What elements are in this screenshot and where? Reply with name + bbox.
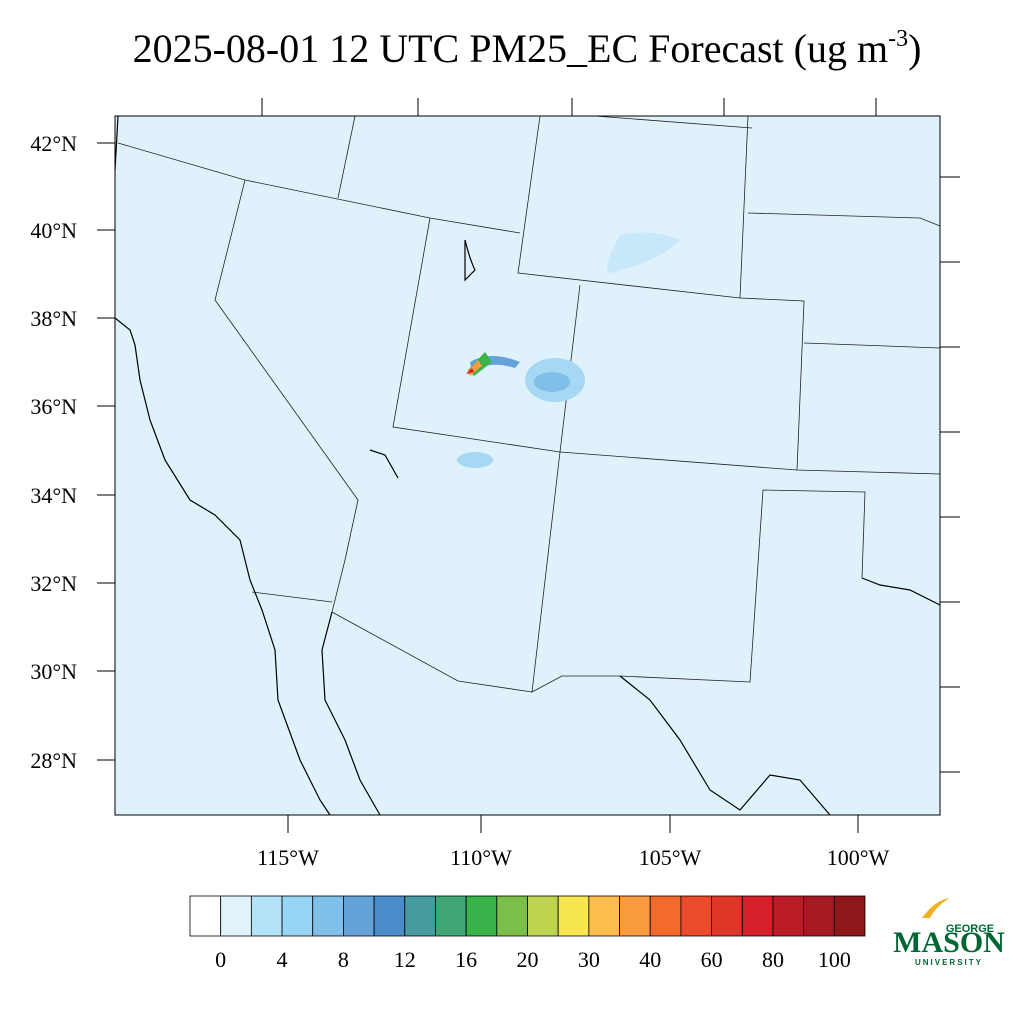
colorbar-box [343, 895, 375, 937]
lat-label: 28°N [30, 748, 77, 773]
colorbar-label: 12 [394, 947, 416, 972]
colorbar-box [373, 895, 406, 937]
colorbar-label: 40 [639, 947, 661, 972]
colorbar-box [680, 895, 712, 937]
colorbar-box [741, 895, 774, 937]
colorbar-box [189, 895, 222, 937]
colorbar-label: 20 [517, 947, 539, 972]
colorbar-box [833, 895, 866, 937]
title: 2025-08-01 12 UTC PM25_EC Forecast (ug m… [133, 26, 922, 71]
colorbar-label: 0 [215, 947, 226, 972]
colorbar-box [711, 895, 743, 937]
lat-label: 40°N [30, 218, 77, 243]
colorbar-box [527, 895, 559, 937]
colorbar-box [312, 895, 344, 937]
colorbar-label: 30 [578, 947, 600, 972]
colorbar: 0 4 8 12 16 20 30 40 60 80 100 [189, 895, 866, 972]
colorbar-label: 100 [818, 947, 851, 972]
colorbar-box [281, 895, 314, 937]
lat-label: 32°N [30, 571, 77, 596]
logo-bottom: UNIVERSITY [915, 958, 983, 967]
lat-label: 30°N [30, 659, 77, 684]
logo-top: GEORGE [946, 923, 994, 935]
plumes [457, 232, 680, 468]
colorbar-box [250, 895, 283, 937]
colorbar-box [557, 895, 590, 937]
lon-label: 115°W [257, 845, 319, 870]
lat-label: 42°N [30, 131, 77, 156]
colorbar-box [649, 895, 682, 937]
colorbar-label: 60 [701, 947, 723, 972]
lon-labels: 115°W 110°W 105°W 100°W [257, 845, 889, 870]
title-end: ) [908, 26, 921, 71]
lat-labels: 42°N 40°N 38°N 36°N 34°N 32°N 30°N 28°N [30, 131, 77, 773]
colorbar-label: 4 [277, 947, 288, 972]
map-background [115, 116, 940, 815]
colorbar-box [619, 895, 651, 937]
map-frame [114, 115, 941, 816]
lon-label: 110°W [450, 845, 512, 870]
colorbar-box [465, 895, 498, 937]
colorbar-box [803, 895, 835, 937]
lon-label: 105°W [639, 845, 702, 870]
lat-label: 36°N [30, 394, 77, 419]
borders [117, 115, 941, 693]
colorbar-label: 16 [455, 947, 477, 972]
logo-main: MASON [893, 926, 1005, 959]
colorbar-box [435, 895, 467, 937]
ticks [97, 98, 960, 833]
map: 42°N40°N38°N36°N34°N32°N30°N28°N 115°W 11… [30, 98, 960, 870]
colorbar-label: 80 [762, 947, 784, 972]
colorbar-label: 8 [338, 947, 349, 972]
logo: GEORGE MASON UNIVERSITY [893, 898, 1005, 967]
lat-label: 34°N [30, 483, 77, 508]
colorbar-box [496, 895, 528, 937]
colorbar-box [772, 895, 805, 937]
lat-label: 38°N [30, 306, 77, 331]
colorbar-box [220, 895, 252, 937]
title-main: 2025-08-01 12 UTC PM25_EC Forecast (ug m [133, 26, 889, 71]
title-sup: -3 [888, 26, 908, 52]
colorbar-box [588, 895, 620, 937]
colorbar-box [404, 895, 436, 937]
lon-label: 100°W [827, 845, 890, 870]
